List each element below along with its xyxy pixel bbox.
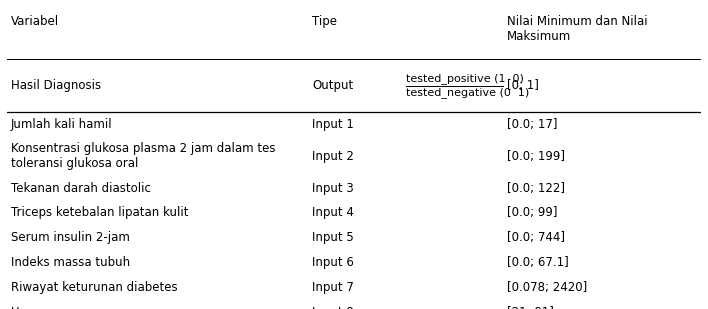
Text: Input 3: Input 3 (312, 182, 354, 195)
Text: tested_negative (0  1): tested_negative (0 1) (406, 87, 530, 98)
Text: Hasil Diagnosis: Hasil Diagnosis (11, 79, 101, 92)
Text: Input 5: Input 5 (312, 231, 354, 244)
Text: [0.0; 199]: [0.0; 199] (507, 150, 565, 163)
Text: Input 1: Input 1 (312, 118, 354, 131)
Text: Output: Output (312, 79, 353, 92)
Text: Input 7: Input 7 (312, 281, 354, 294)
Text: [0; 1]: [0; 1] (507, 79, 539, 92)
Text: Input 8: Input 8 (312, 306, 354, 309)
Text: Input 6: Input 6 (312, 256, 354, 269)
Text: [0.078; 2420]: [0.078; 2420] (507, 281, 587, 294)
Text: Triceps ketebalan lipatan kulit: Triceps ketebalan lipatan kulit (11, 206, 188, 219)
Text: [0.0; 67.1]: [0.0; 67.1] (507, 256, 569, 269)
Text: Tekanan darah diastolic: Tekanan darah diastolic (11, 182, 150, 195)
Text: [0.0; 17]: [0.0; 17] (507, 118, 557, 131)
Text: Jumlah kali hamil: Jumlah kali hamil (11, 118, 112, 131)
Text: Riwayat keturunan diabetes: Riwayat keturunan diabetes (11, 281, 177, 294)
Text: [0.0; 744]: [0.0; 744] (507, 231, 565, 244)
Text: Variabel: Variabel (11, 15, 59, 28)
Text: Umur: Umur (11, 306, 43, 309)
Text: tested_positive (1  0): tested_positive (1 0) (406, 73, 524, 84)
Text: Serum insulin 2-jam: Serum insulin 2-jam (11, 231, 130, 244)
Text: Tipe: Tipe (312, 15, 338, 28)
Text: Input 4: Input 4 (312, 206, 354, 219)
Text: Konsentrasi glukosa plasma 2 jam dalam tes
toleransi glukosa oral: Konsentrasi glukosa plasma 2 jam dalam t… (11, 142, 275, 170)
Text: [0.0; 122]: [0.0; 122] (507, 182, 565, 195)
Text: Input 2: Input 2 (312, 150, 354, 163)
Text: Indeks massa tubuh: Indeks massa tubuh (11, 256, 130, 269)
Text: Nilai Minimum dan Nilai
Maksimum: Nilai Minimum dan Nilai Maksimum (507, 15, 647, 43)
Text: [0.0; 99]: [0.0; 99] (507, 206, 557, 219)
Text: [21; 81]: [21; 81] (507, 306, 554, 309)
